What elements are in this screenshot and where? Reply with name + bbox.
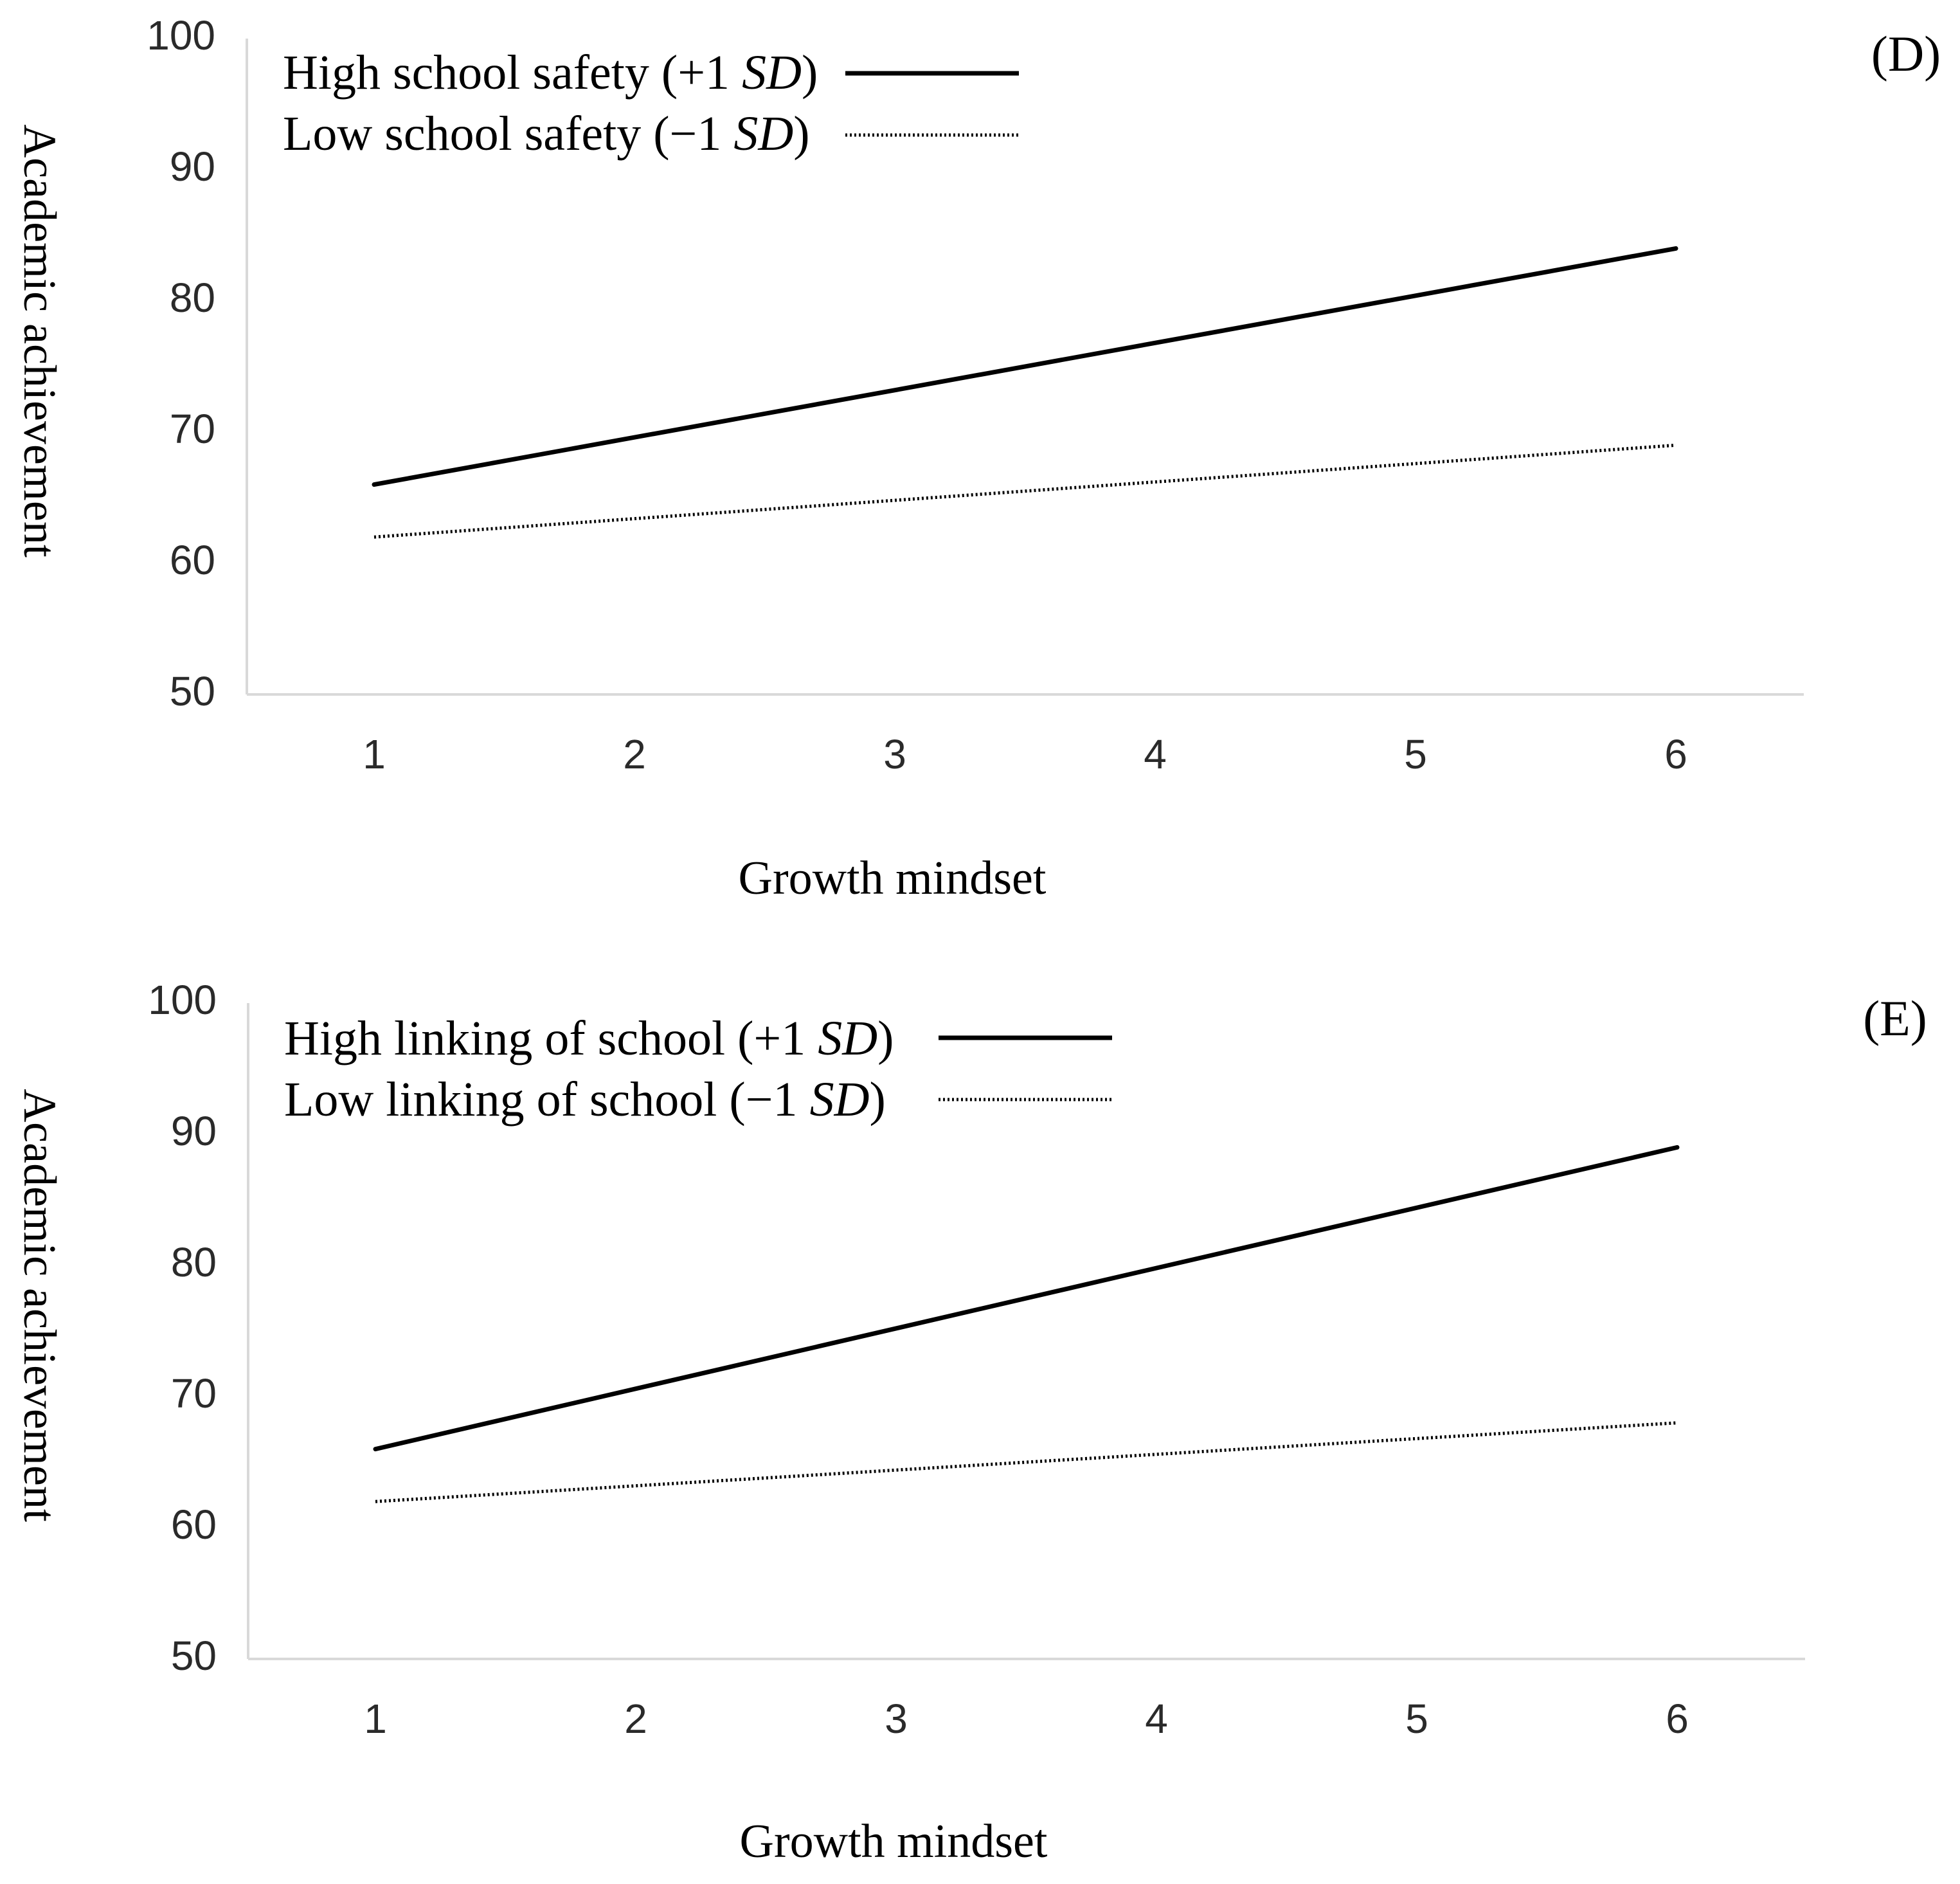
x-tick-label: 1 xyxy=(363,731,386,777)
x-axis-label: Growth mindset xyxy=(739,852,1047,905)
legend: High linking of school (+1 SD) Low linki… xyxy=(284,1011,1112,1127)
chart-panel-e: (E) Academic achievement Growth mindset … xyxy=(14,977,1927,1868)
y-axis-label: Academic achievement xyxy=(14,1089,66,1522)
y-tick-label: 50 xyxy=(171,1633,217,1679)
y-tick-label: 70 xyxy=(170,406,215,452)
y-tick-label: 60 xyxy=(170,537,215,583)
legend-entry: Low school safety (−1 SD) xyxy=(283,107,810,161)
panel-label: (E) xyxy=(1863,990,1927,1046)
x-tick-label: 1 xyxy=(364,1696,387,1742)
y-tick-label: 90 xyxy=(171,1108,217,1154)
y-tick-label: 100 xyxy=(148,977,217,1023)
y-tick-label: 60 xyxy=(171,1501,217,1548)
series-line-low-school-safety xyxy=(373,443,1677,539)
legend: High school safety (+1 SD) Low school sa… xyxy=(283,46,1019,161)
y-tick-label: 100 xyxy=(147,12,215,59)
x-tick-label: 6 xyxy=(1664,731,1687,777)
x-tick-label: 5 xyxy=(1404,731,1427,777)
x-tick-labels: 1 2 3 4 5 6 xyxy=(363,731,1687,777)
legend-entry: High linking of school (+1 SD) xyxy=(284,1011,894,1065)
legend-entry: Low linking of school (−1 SD) xyxy=(284,1073,886,1127)
y-tick-labels: 50 60 70 80 90 100 xyxy=(147,12,215,714)
panel-label: (D) xyxy=(1871,26,1941,82)
y-axis-label: Academic achievement xyxy=(14,124,66,557)
chart-panel-d: (D) Academic achievement Growth mindset … xyxy=(14,12,1941,905)
x-axis-label: Growth mindset xyxy=(740,1815,1048,1868)
x-tick-label: 2 xyxy=(623,731,646,777)
x-tick-labels: 1 2 3 4 5 6 xyxy=(364,1696,1689,1742)
y-tick-label: 90 xyxy=(170,143,215,190)
y-tick-label: 70 xyxy=(171,1370,217,1417)
y-tick-label: 80 xyxy=(170,275,215,321)
x-tick-label: 4 xyxy=(1145,1696,1168,1742)
x-tick-label: 6 xyxy=(1666,1696,1689,1742)
x-tick-label: 5 xyxy=(1405,1696,1428,1742)
y-tick-label: 80 xyxy=(171,1239,217,1285)
y-tick-label: 50 xyxy=(170,668,215,714)
x-tick-label: 4 xyxy=(1144,731,1167,777)
series-line-low-linking-of-school xyxy=(375,1421,1678,1503)
x-tick-label: 3 xyxy=(883,731,906,777)
y-tick-labels: 50 60 70 80 90 100 xyxy=(148,977,217,1679)
series-line-high-school-safety xyxy=(372,246,1678,487)
x-tick-label: 2 xyxy=(624,1696,647,1742)
x-tick-label: 3 xyxy=(885,1696,908,1742)
legend-entry: High school safety (+1 SD) xyxy=(283,46,818,100)
series-line-high-linking-of-school xyxy=(373,1145,1680,1452)
